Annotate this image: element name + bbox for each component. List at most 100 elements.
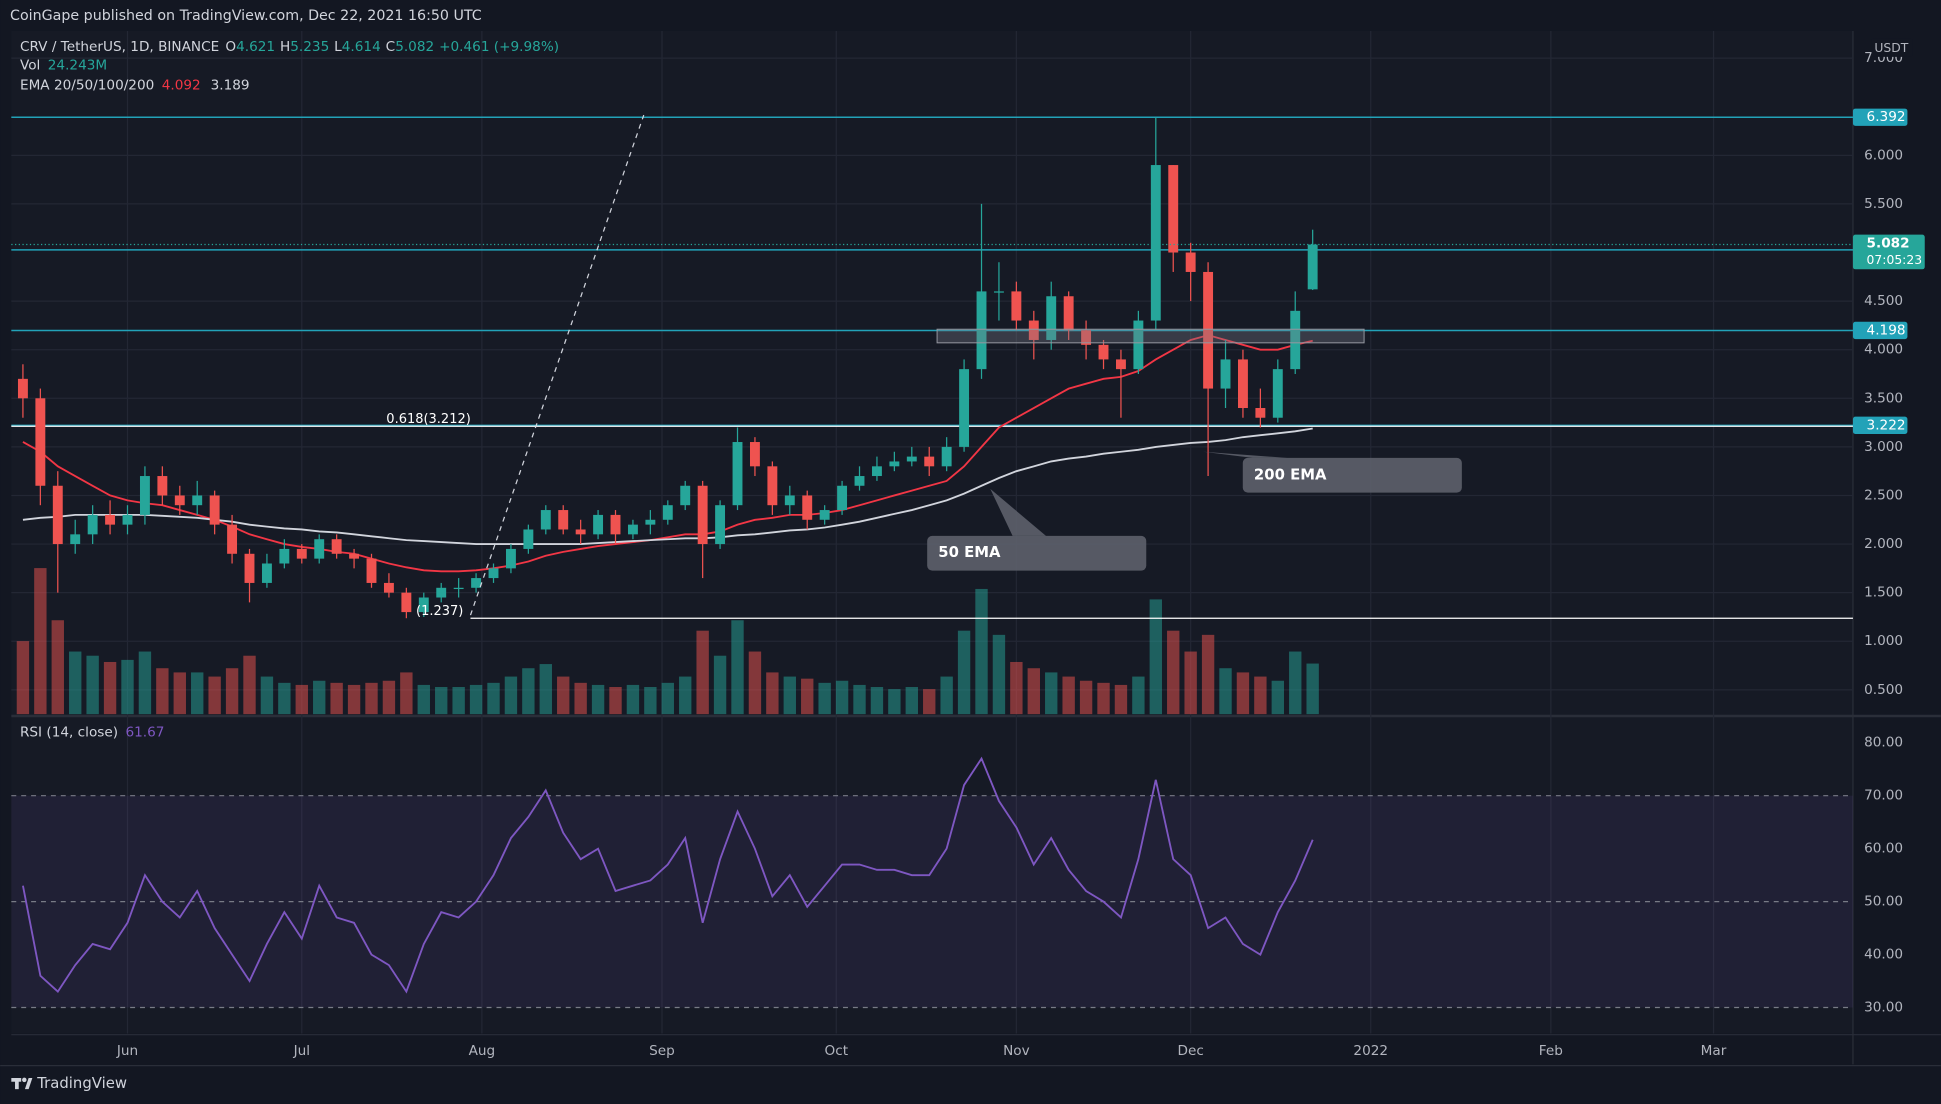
candle-body xyxy=(366,558,377,583)
y-tick-label: 4.000 xyxy=(1864,342,1903,358)
logo xyxy=(11,1077,33,1090)
legend-text: L xyxy=(334,39,342,55)
candle-body xyxy=(593,514,604,535)
volume-bar xyxy=(435,687,448,715)
volume-bar xyxy=(696,630,709,715)
y-tick-label: 30.00 xyxy=(1864,1000,1903,1016)
volume-bar xyxy=(469,684,483,715)
volume-bar xyxy=(731,620,744,715)
x-tick-label: Feb xyxy=(1539,1043,1563,1059)
candle-body xyxy=(906,456,917,462)
x-tick-label: Sep xyxy=(649,1043,675,1059)
x-tick-label: Jun xyxy=(116,1043,138,1059)
volume-bar xyxy=(1236,672,1250,715)
legend-text: 4.092 xyxy=(162,77,201,93)
candle-body xyxy=(1290,310,1301,370)
candle-body xyxy=(349,553,360,559)
candle-body xyxy=(1011,291,1022,321)
volume-bar xyxy=(835,680,849,715)
annotation: 200 EMA xyxy=(1254,465,1327,483)
volume-bar xyxy=(1167,630,1180,715)
volume-bar xyxy=(400,672,413,715)
candle-body xyxy=(1272,369,1283,418)
candle-body xyxy=(1203,271,1214,389)
candle-body xyxy=(52,485,63,545)
volume-bar xyxy=(347,684,361,715)
ema-line xyxy=(22,427,1313,546)
publisher: CoinGape published on TradingView.com, D… xyxy=(10,8,482,24)
volume-bar xyxy=(940,676,953,715)
y-tick-label: 3.500 xyxy=(1864,390,1903,406)
candle-body xyxy=(732,442,743,506)
volume-bar xyxy=(679,676,692,715)
legend-text: H xyxy=(280,39,290,55)
candle-body xyxy=(1220,359,1231,389)
candle-body xyxy=(1046,296,1057,340)
volume-bar xyxy=(626,684,640,715)
legend-text: +0.461 (+9.98%) xyxy=(439,39,559,55)
candle-body xyxy=(17,378,28,399)
volume-bar xyxy=(295,684,308,715)
candle-body xyxy=(87,514,98,535)
candle-body xyxy=(1081,330,1092,345)
volume-bar xyxy=(1254,676,1267,715)
volume-bar xyxy=(853,684,866,715)
legend-text: 4.621 xyxy=(236,39,275,55)
ema-line xyxy=(22,334,1313,573)
volume-bar xyxy=(1062,676,1075,715)
rsi-line xyxy=(22,756,1314,994)
x-tick-label: 2022 xyxy=(1353,1043,1388,1059)
price-tag-label: 6.392 xyxy=(1867,109,1906,125)
volume-bar xyxy=(34,568,47,715)
candle-body xyxy=(558,510,569,530)
volume-bar xyxy=(522,668,535,715)
volume-bar xyxy=(330,682,343,715)
volume-bar xyxy=(1097,682,1110,715)
candle-body xyxy=(523,529,534,549)
candle-body xyxy=(662,505,673,520)
candle-body xyxy=(383,582,394,593)
volume-bar xyxy=(103,661,117,715)
volume-bar xyxy=(1132,676,1145,715)
volume-bar xyxy=(783,676,796,715)
volume-bar xyxy=(51,620,64,715)
volume-bar xyxy=(1114,684,1128,715)
candle-body xyxy=(767,466,778,506)
candle-body xyxy=(697,485,708,545)
y-tick-label: 80.00 xyxy=(1864,735,1903,751)
candle-body xyxy=(959,369,970,447)
volume-bar xyxy=(504,676,518,715)
volume-bar xyxy=(557,676,570,715)
candle-body xyxy=(314,539,325,559)
candle-body xyxy=(749,442,760,467)
y-tick-label: 2.500 xyxy=(1864,487,1903,503)
y-tick-label: 3.000 xyxy=(1864,439,1903,455)
support-zone xyxy=(936,328,1365,344)
volume-bar xyxy=(992,634,1006,715)
currency: USDT xyxy=(1874,41,1908,55)
volume-bar xyxy=(417,684,430,715)
candle-body xyxy=(1255,408,1266,418)
candle-body xyxy=(1168,165,1179,253)
x-tick-label: Oct xyxy=(825,1043,849,1059)
volume-bar xyxy=(609,687,622,715)
candle-body xyxy=(1063,296,1074,331)
candle-body xyxy=(471,578,482,588)
y-tick-label: 6.000 xyxy=(1864,147,1903,163)
fib-label: (1.237) xyxy=(416,604,463,619)
volume-bar xyxy=(173,672,186,715)
candle-body xyxy=(871,466,882,477)
y-tick-label: 40.00 xyxy=(1864,947,1903,963)
volume-bar xyxy=(1079,680,1093,715)
currency-box xyxy=(1871,38,1913,57)
volume-bar xyxy=(905,687,918,715)
legend-text: 61.67 xyxy=(125,725,164,741)
volume-bar xyxy=(121,659,134,715)
y-tick-label: 0.500 xyxy=(1864,682,1903,698)
volume-bar xyxy=(191,672,204,715)
candle-body xyxy=(924,456,935,467)
legend-text: 3.189 xyxy=(211,77,250,93)
candle-body xyxy=(70,534,81,545)
candle-body xyxy=(174,495,185,506)
